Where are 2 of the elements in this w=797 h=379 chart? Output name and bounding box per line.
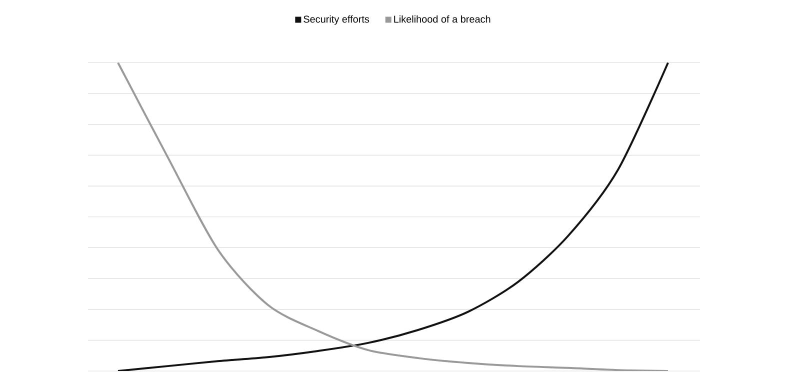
legend-label: Likelihood of a breach	[394, 15, 490, 23]
legend-label: Security efforts	[304, 15, 370, 25]
